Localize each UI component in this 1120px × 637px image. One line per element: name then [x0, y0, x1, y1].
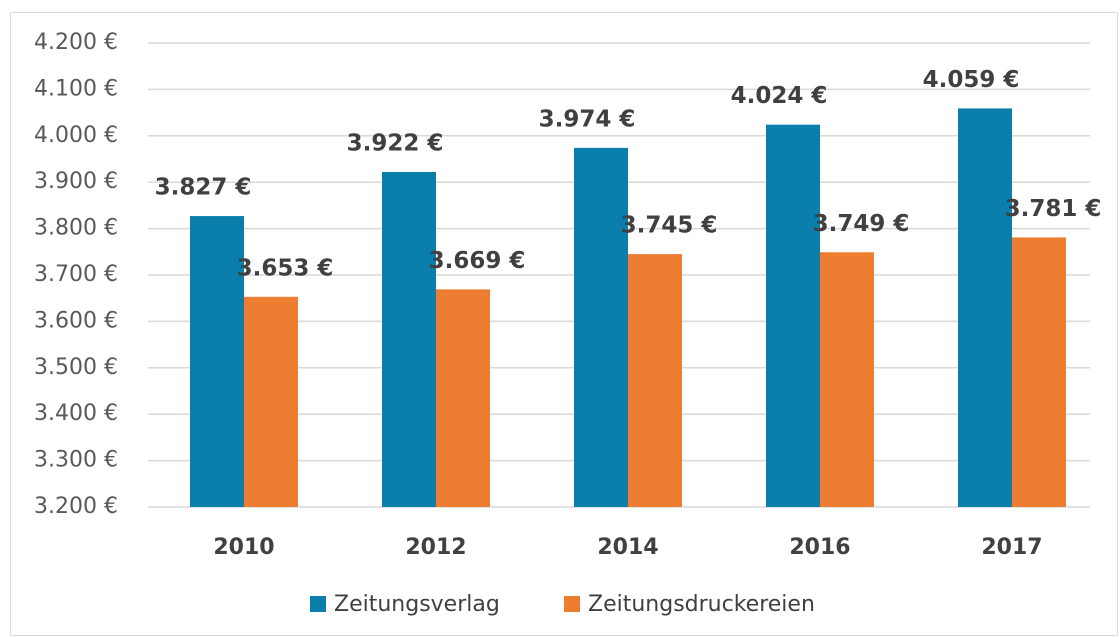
data-label: 3.974 € [539, 106, 636, 132]
y-tick-label: 3.700 € [34, 262, 118, 287]
y-tick-label: 3.300 € [34, 448, 118, 473]
data-label: 3.922 € [347, 130, 444, 156]
data-label: 3.745 € [621, 213, 718, 239]
bar [766, 124, 820, 507]
y-tick-label: 4.100 € [34, 76, 118, 101]
x-tick-label: 2017 [981, 535, 1042, 560]
data-label: 4.024 € [731, 83, 828, 109]
legend-swatch [310, 596, 326, 612]
y-tick-label: 4.200 € [34, 30, 118, 55]
y-tick-label: 3.500 € [34, 355, 118, 380]
legend-swatch [564, 596, 580, 612]
bar [958, 108, 1012, 507]
y-tick-label: 4.000 € [34, 123, 118, 148]
bar [1012, 237, 1066, 507]
data-label: 3.781 € [1005, 196, 1102, 222]
data-label: 3.749 € [813, 211, 910, 237]
y-tick-label: 3.600 € [34, 308, 118, 333]
bar [382, 171, 436, 507]
data-label: 3.827 € [155, 175, 252, 201]
y-tick-label: 3.900 € [34, 169, 118, 194]
x-tick-label: 2016 [789, 535, 850, 560]
bar [628, 254, 682, 507]
data-label: 3.653 € [237, 255, 334, 281]
bar [436, 289, 490, 507]
x-tick-label: 2014 [597, 535, 658, 560]
bar [190, 216, 244, 507]
legend-label: Zeitungsverlag [334, 592, 500, 617]
x-tick-label: 2010 [213, 535, 274, 560]
data-label: 4.059 € [923, 67, 1020, 93]
bar [244, 296, 298, 507]
bar [574, 147, 628, 507]
y-tick-label: 3.200 € [34, 494, 118, 519]
y-tick-label: 3.800 € [34, 216, 118, 241]
legend-label: Zeitungsdruckereien [588, 592, 815, 617]
x-tick-label: 2012 [405, 535, 466, 560]
bar [820, 252, 874, 507]
data-label: 3.669 € [429, 248, 526, 274]
y-tick-label: 3.400 € [34, 401, 118, 426]
